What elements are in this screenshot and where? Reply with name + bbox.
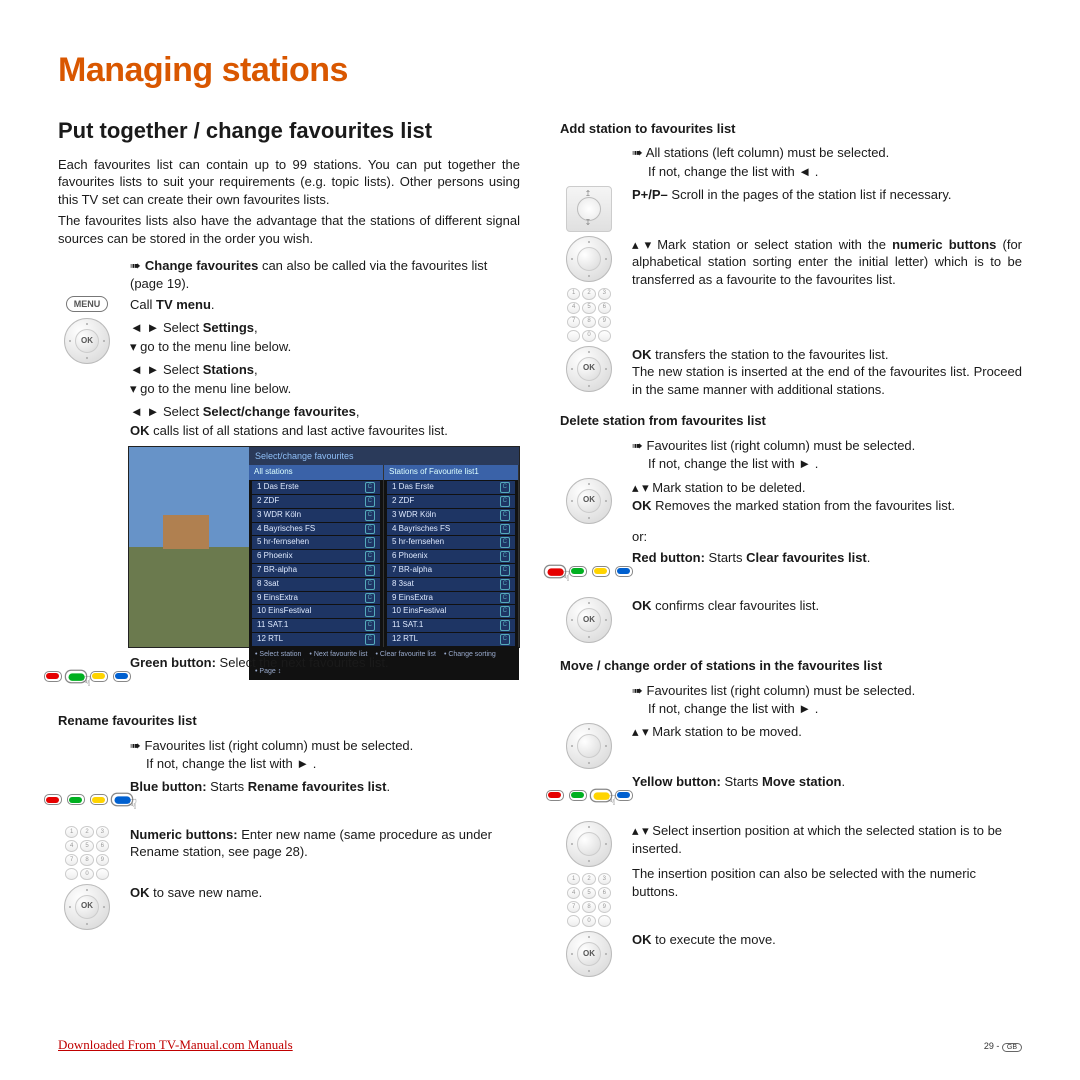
intro-text-1: Each favourites list can contain up to 9… bbox=[58, 156, 520, 209]
ok-ring-icon bbox=[566, 236, 612, 282]
right-column: Add station to favourites list ➠ All sta… bbox=[560, 116, 1022, 981]
rename-hint: ➠ Favourites list (right column) must be… bbox=[130, 736, 520, 774]
section-title: Put together / change favourites list bbox=[58, 116, 520, 146]
move-title: Move / change order of stations in the f… bbox=[560, 657, 1022, 675]
mark-delete-text: ▴ ▾ Mark station to be deleted. OK Remov… bbox=[632, 478, 1022, 516]
green-button-icon: ☟ bbox=[64, 669, 87, 683]
call-tv-menu: Call TV menu. bbox=[130, 296, 520, 314]
manual-page: Managing stations Put together / change … bbox=[0, 0, 1080, 1080]
ok-ring-icon: OK bbox=[566, 597, 612, 643]
ok-ring-icon: OK bbox=[566, 346, 612, 392]
ppp-text: P+/P– Scroll in the pages of the station… bbox=[632, 186, 1022, 204]
hint-change-favourites: ➠Change favourites can also be called vi… bbox=[130, 257, 520, 292]
ok-ring-icon bbox=[566, 723, 612, 769]
blue-button-text: Blue button: Starts Rename favourites li… bbox=[130, 778, 520, 796]
tv-menu-screenshot: Select/change favourites All stations 1 … bbox=[128, 446, 520, 648]
left-column: Put together / change favourites list Ea… bbox=[58, 116, 520, 981]
two-column-layout: Put together / change favourites list Ea… bbox=[58, 116, 1022, 981]
red-button-text: Red button: Starts Clear favourites list… bbox=[632, 549, 1022, 567]
all-stations-list: All stations 1 Das ErsteC2 ZDFC3 WDR Köl… bbox=[249, 465, 384, 646]
delete-station-title: Delete station from favourites list bbox=[560, 412, 1022, 430]
move-hint: ➠ Favourites list (right column) must be… bbox=[632, 681, 1022, 719]
red-button-icon: ☟ bbox=[543, 564, 566, 578]
ok-ring-icon: OK bbox=[566, 478, 612, 524]
keypad-icon: 1234567890 bbox=[567, 288, 611, 342]
cursor-pad-icon: ↥↧ bbox=[566, 186, 612, 232]
tv-thumbnail-image bbox=[129, 447, 249, 647]
or-text: or: bbox=[632, 528, 1022, 546]
add-hint: ➠ All stations (left column) must be sel… bbox=[632, 143, 1022, 181]
ok-execute-text: OK to execute the move. bbox=[632, 931, 1022, 949]
yellow-button-text: Yellow button: Starts Move station. bbox=[632, 773, 1022, 791]
keypad-icon: 1234567890 bbox=[567, 873, 611, 927]
footer-source-link[interactable]: Downloaded From TV-Manual.com Manuals bbox=[58, 1036, 293, 1054]
yellow-button-icon: ☟ bbox=[589, 788, 612, 802]
add-station-title: Add station to favourites list bbox=[560, 120, 1022, 138]
keypad-icon: 1234567890 bbox=[65, 826, 109, 880]
ok-ring-icon bbox=[566, 821, 612, 867]
ok-ring-icon: OK bbox=[566, 931, 612, 977]
green-button-text: Green button: Select the next favourites… bbox=[130, 654, 520, 672]
ok-save-text: OK to save new name. bbox=[130, 884, 520, 902]
ok-confirms-text: OK confirms clear favourites list. bbox=[632, 597, 1022, 615]
mark-numeric-text: ▴ ▾ Mark station or select station with … bbox=[632, 236, 1022, 289]
menu-header: Select/change favourites bbox=[249, 447, 519, 465]
rename-title: Rename favourites list bbox=[58, 712, 520, 730]
color-buttons-yellow: ☟ bbox=[546, 790, 633, 801]
page-title: Managing stations bbox=[58, 48, 1022, 94]
del-hint: ➠ Favourites list (right column) must be… bbox=[632, 436, 1022, 474]
color-buttons-green: ☟ bbox=[44, 671, 131, 682]
select-insert-text: ▴ ▾ Select insertion position at which t… bbox=[632, 821, 1022, 901]
ok-transfer-text: OK transfers the station to the favourit… bbox=[632, 346, 1022, 399]
color-buttons-blue: ☟ bbox=[44, 794, 131, 805]
select-settings-block: ◄ ► Select Settings, ▾ go to the menu li… bbox=[130, 318, 520, 440]
intro-text-2: The favourites lists also have the advan… bbox=[58, 212, 520, 247]
fav-stations-list: Stations of Favourite list1 1 Das ErsteC… bbox=[384, 465, 519, 646]
color-buttons-red: ☟ bbox=[546, 566, 633, 577]
footer-page-number: 29 - GB bbox=[984, 1040, 1022, 1052]
mark-move-text: ▴ ▾ Mark station to be moved. bbox=[632, 723, 1022, 741]
ok-ring-icon: OK bbox=[64, 884, 110, 930]
ok-ring-icon: OK bbox=[64, 318, 110, 364]
blue-button-icon: ☟ bbox=[110, 793, 133, 807]
numeric-buttons-text: Numeric buttons: Enter new name (same pr… bbox=[130, 826, 520, 861]
menu-button-icon: MENU bbox=[66, 296, 109, 312]
